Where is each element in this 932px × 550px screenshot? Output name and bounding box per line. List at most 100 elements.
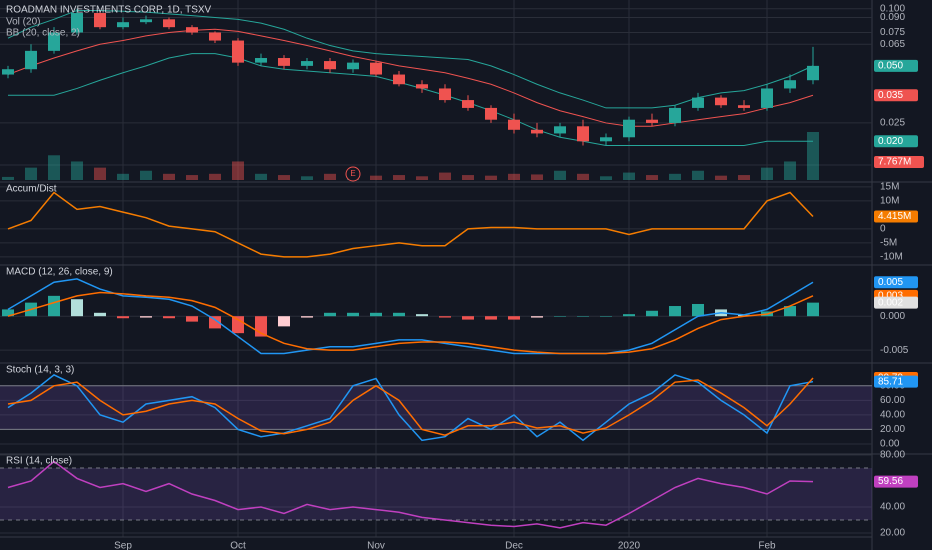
histogram-bar (669, 306, 681, 317)
histogram-bar (232, 316, 244, 334)
candle-body (623, 119, 635, 138)
histogram-bar (94, 312, 106, 317)
volume-bar (416, 176, 428, 180)
histogram-bar (347, 312, 359, 317)
pane-title: Stoch (14, 3, 3) (6, 365, 74, 376)
y-tick-label: 40.00 (880, 410, 905, 421)
candle-body (186, 27, 198, 33)
price-tag-label: 4.415M (878, 211, 911, 222)
volume-bar (117, 173, 129, 180)
histogram-bar (393, 312, 405, 317)
y-tick-label: 20.00 (880, 528, 905, 539)
candle-body (255, 58, 267, 63)
indicator-label: Vol (20) (6, 17, 40, 28)
candle-body (2, 69, 14, 75)
volume-bar (761, 167, 773, 180)
volume-bar (232, 161, 244, 180)
price-tag (874, 475, 918, 488)
price-tag-label: 0.050 (878, 61, 903, 72)
volume-bar (370, 175, 382, 180)
y-tick-label: 0.090 (880, 12, 905, 23)
candle-body (209, 32, 221, 41)
price-tag-label: 0.005 (878, 277, 903, 288)
histogram-bar (117, 316, 129, 319)
event-marker (345, 166, 361, 182)
volume-bar (600, 176, 612, 180)
x-tick-label: Nov (367, 541, 385, 550)
histogram-bar (370, 312, 382, 317)
y-tick-label: 0.100 (880, 3, 905, 14)
y-tick-label: 40.00 (880, 502, 905, 513)
volume-bar (301, 176, 313, 180)
band-fill (0, 385, 872, 430)
volume-bar (48, 155, 60, 180)
candle-body (807, 65, 819, 81)
pane-title: ROADMAN INVESTMENTS CORP, 1D, TSXV (6, 5, 212, 16)
histogram-bar (301, 316, 313, 318)
histogram-bar (554, 316, 566, 317)
y-tick-label: 0.075 (880, 27, 905, 38)
volume-bar (393, 175, 405, 180)
price-tag-label: 0.003 (878, 290, 903, 301)
histogram-bar (48, 295, 60, 317)
y-tick-label: 20.00 (880, 424, 905, 435)
candle-body (140, 19, 152, 23)
histogram-bar (209, 316, 221, 329)
volume-bar (531, 174, 543, 180)
candle-body (577, 126, 589, 142)
pane-title: RSI (14, close) (6, 456, 72, 467)
candle-body (439, 88, 451, 101)
histogram-bar (623, 314, 635, 317)
price-tag (874, 89, 918, 102)
candle-body (48, 32, 60, 51)
candle-body (232, 40, 244, 63)
histogram-bar (278, 316, 290, 327)
y-tick-label: 60.00 (880, 395, 905, 406)
ad-line (7, 191, 814, 258)
y-tick-label: 80.00 (880, 450, 905, 461)
candle-body (416, 84, 428, 89)
volume-bar (646, 175, 658, 180)
volume-bar (2, 176, 14, 180)
volume-bar (462, 175, 474, 180)
candle-body (715, 97, 727, 106)
volume-bar (209, 173, 221, 180)
volume-bar (278, 175, 290, 180)
candle-body (669, 107, 681, 123)
histogram-bar (462, 316, 474, 320)
candle-body (462, 100, 474, 108)
y-tick-label: 10M (880, 196, 899, 207)
candle-body (784, 80, 796, 89)
histogram-bar (692, 303, 704, 317)
volume-tag-label: 7.767M (878, 157, 911, 168)
candle-body (738, 105, 750, 108)
candle-body (554, 126, 566, 134)
volume-bar (186, 175, 198, 180)
price-tag-label: 0.002 (878, 297, 903, 308)
candle-body (25, 50, 37, 70)
histogram-bar (71, 299, 83, 317)
y-tick-label: 0.065 (880, 39, 905, 50)
candle-body (163, 19, 175, 28)
volume-bar (577, 173, 589, 180)
volume-bar (71, 161, 83, 180)
candle-body (761, 88, 773, 108)
x-tick-label: Dec (505, 541, 523, 550)
bb-lower (8, 53, 813, 147)
candle-body (692, 97, 704, 108)
histogram-bar (646, 310, 658, 317)
x-tick-label: Feb (758, 541, 776, 550)
candle-body (508, 119, 520, 130)
y-tick-label: 0 (880, 224, 886, 235)
volume-bar (439, 172, 451, 180)
volume-bar (554, 170, 566, 180)
price-tag (874, 135, 918, 148)
histogram-bar (577, 316, 589, 317)
candle-body (117, 22, 129, 28)
price-tag-label: 85.71 (878, 376, 903, 387)
volume-bar (784, 161, 796, 180)
price-tag-label: 59.56 (878, 476, 903, 487)
y-tick-label: 0.000 (880, 311, 905, 322)
volume-bar (255, 173, 267, 180)
